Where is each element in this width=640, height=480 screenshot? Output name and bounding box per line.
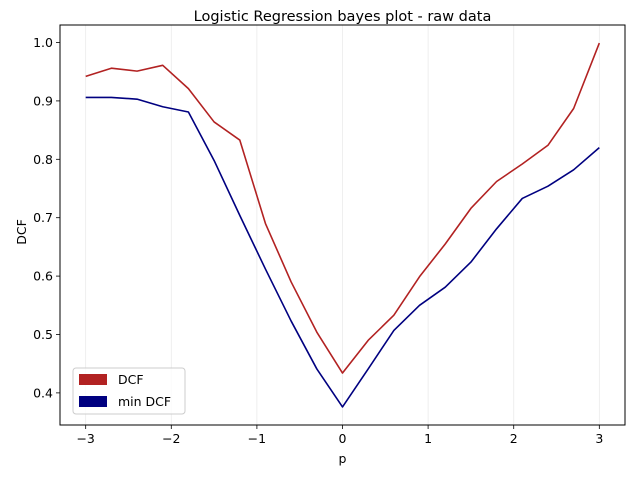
y-tick-label: 0.6 (33, 269, 53, 284)
y-tick-label: 0.5 (33, 327, 53, 342)
series-line-dcf (85, 42, 601, 374)
series-line-min-dcf (85, 96, 600, 408)
y-axis-label: DCF (14, 219, 29, 245)
grid (85, 25, 600, 425)
x-axis-ticks: −3 −2 −1 0 1 2 3 (76, 425, 603, 446)
x-axis-label: p (339, 451, 347, 466)
x-tick-label: 3 (595, 431, 603, 446)
series-lines (85, 42, 601, 408)
x-tick-label: 2 (510, 431, 518, 446)
y-tick-label: 1.0 (33, 35, 53, 50)
x-tick-label: 0 (339, 431, 347, 446)
y-tick-label: 0.7 (33, 210, 53, 225)
x-tick-label: −3 (76, 431, 94, 446)
legend: DCF min DCF (72, 367, 186, 415)
y-tick-label: 0.8 (33, 152, 53, 167)
y-tick-label: 0.9 (33, 93, 53, 108)
legend-swatch-dcf (79, 374, 107, 385)
x-tick-label: −2 (162, 431, 180, 446)
x-tick-label: −1 (248, 431, 266, 446)
y-axis-ticks: 0.4 0.5 0.6 0.7 0.8 0.9 1.0 (33, 35, 60, 400)
x-tick-label: 1 (424, 431, 432, 446)
legend-label-min-dcf: min DCF (118, 394, 171, 409)
chart-title: Logistic Regression bayes plot - raw dat… (194, 9, 492, 25)
y-tick-label: 0.4 (33, 385, 53, 400)
legend-swatch-min-dcf (79, 396, 107, 407)
legend-label-dcf: DCF (118, 372, 144, 387)
